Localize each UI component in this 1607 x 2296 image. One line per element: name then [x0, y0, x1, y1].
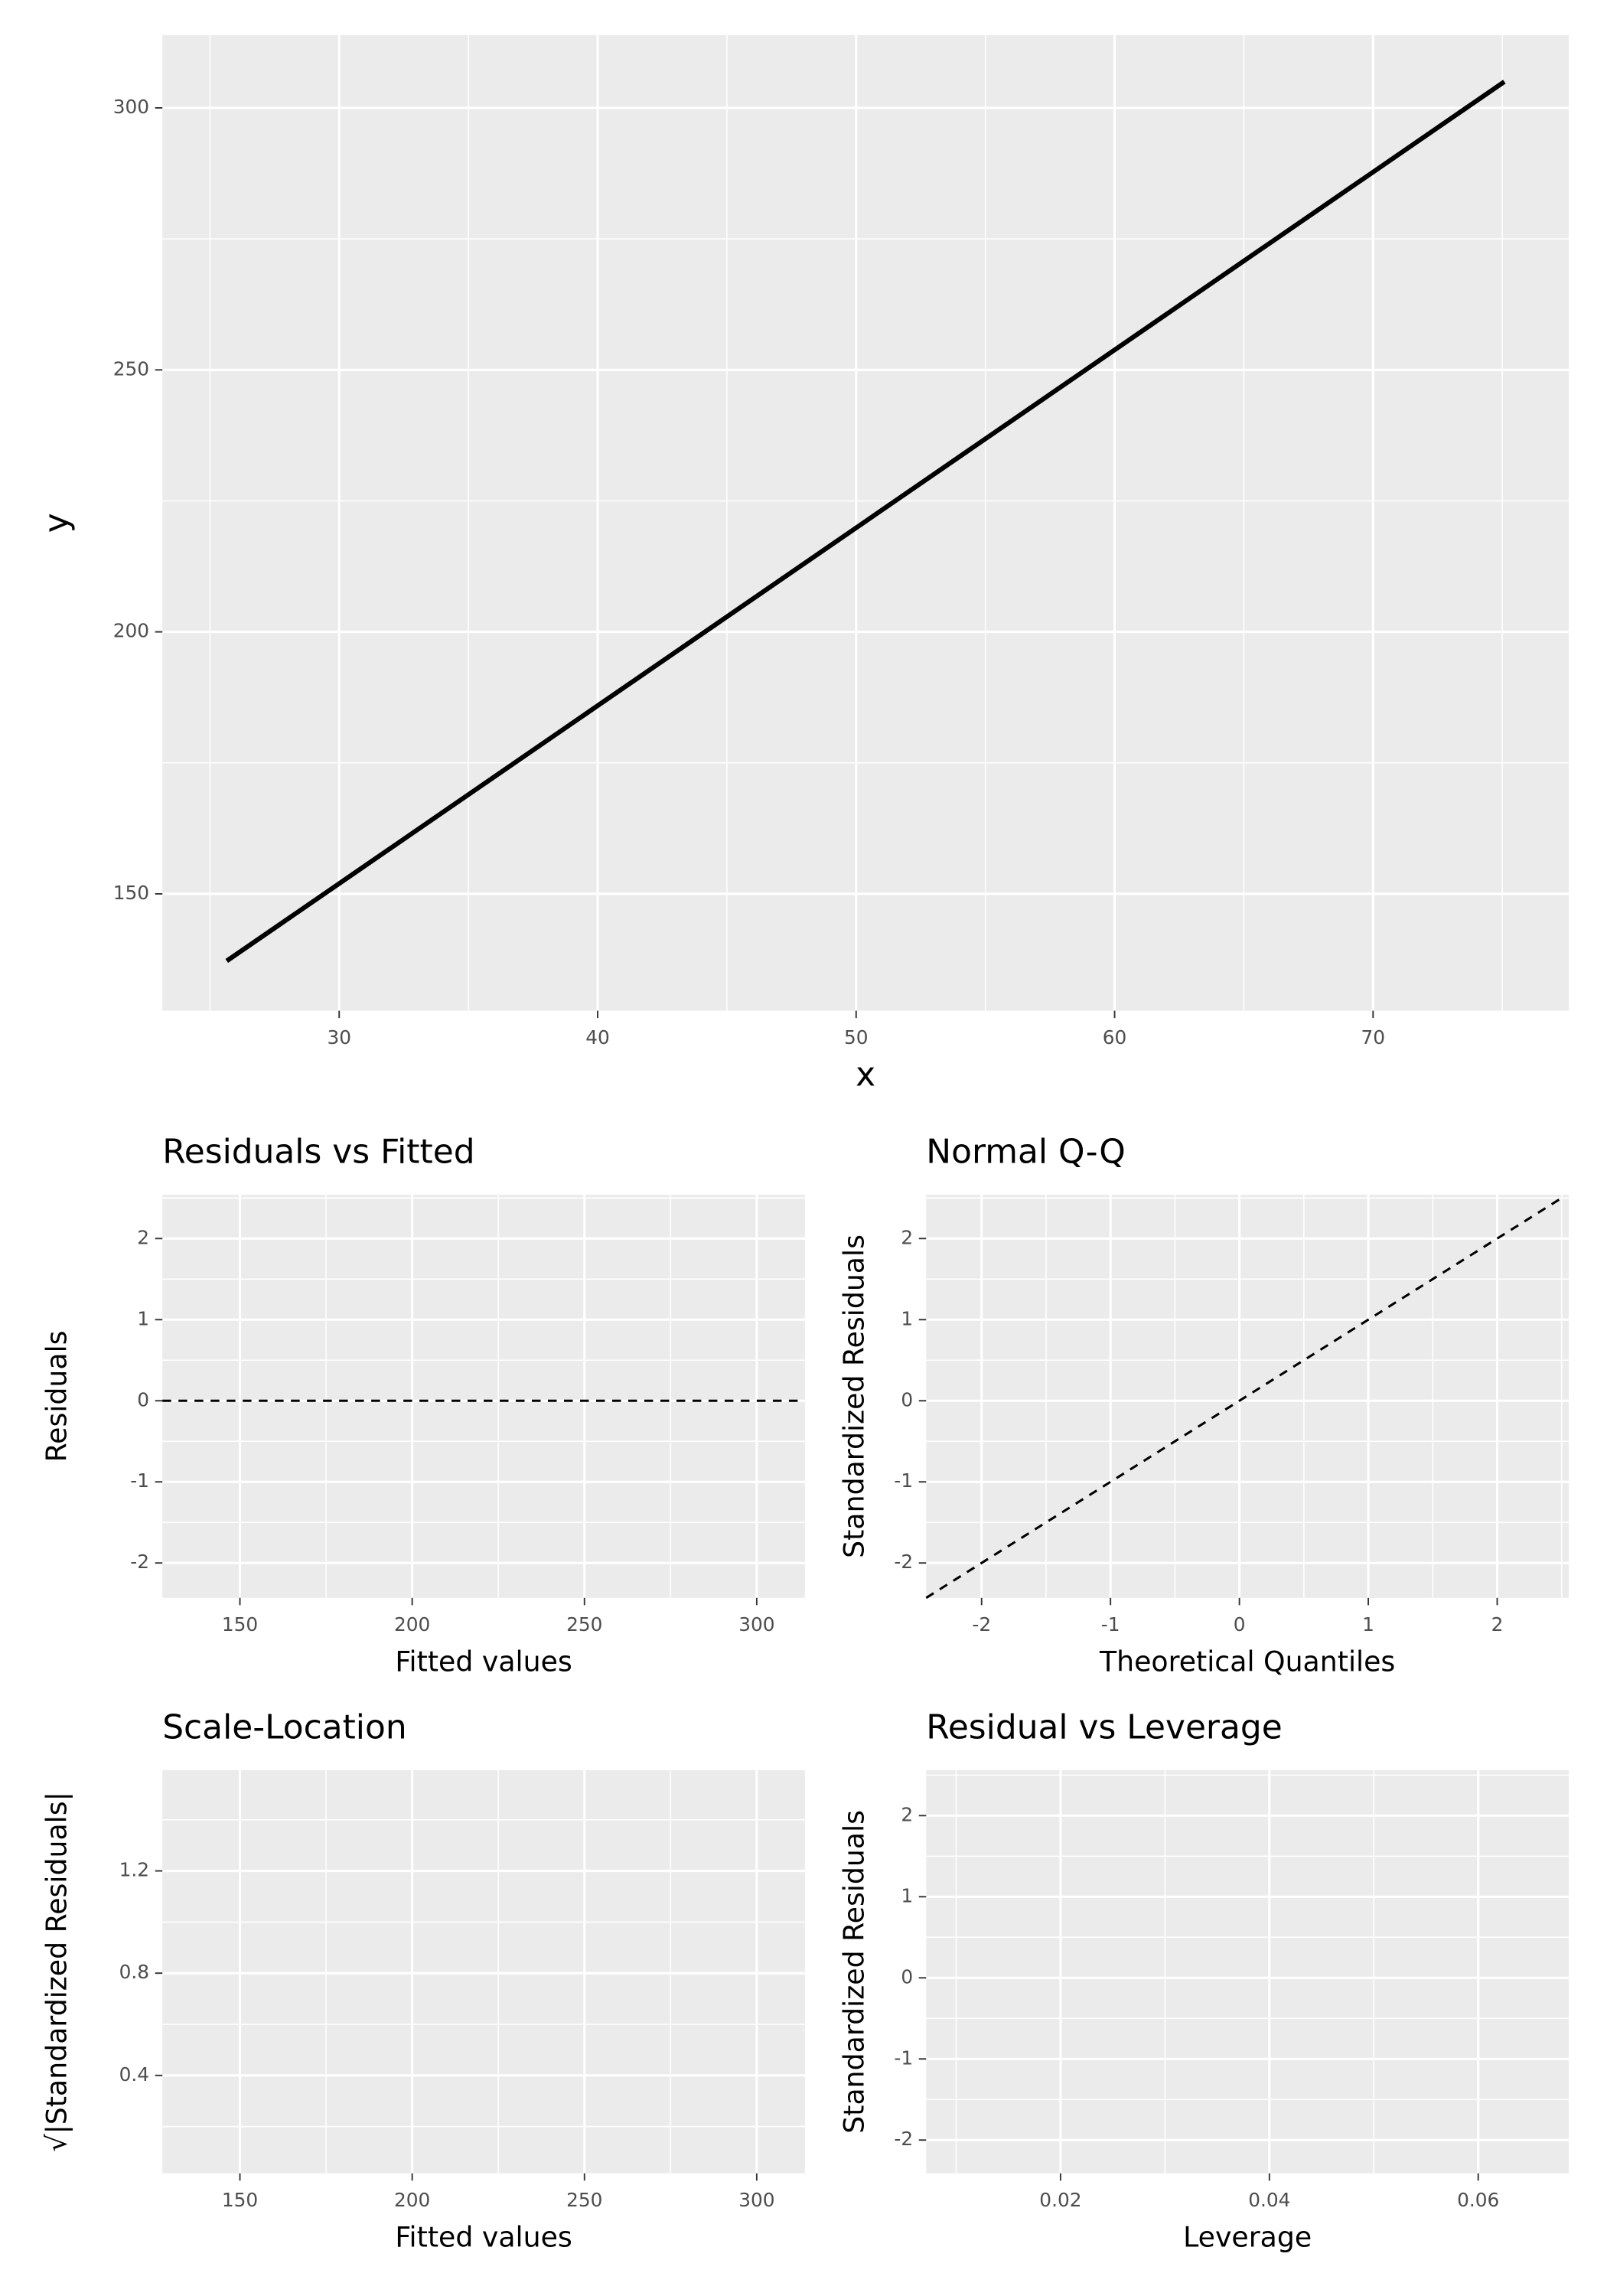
x-tick-label: -1: [1101, 1613, 1120, 1636]
y-tick-label: 0: [137, 1388, 149, 1411]
x-tick-label: 300: [738, 1613, 774, 1636]
y-axis-title: Standardized Residuals: [838, 1810, 871, 2134]
y-tick-label: 200: [113, 620, 149, 642]
x-tick-label: 250: [566, 2189, 602, 2211]
x-axis-title: Leverage: [1183, 2221, 1312, 2254]
y-tick-label: 300: [113, 96, 149, 118]
chart-title: Residual vs Leverage: [926, 1708, 1282, 1747]
x-tick-label: 300: [738, 2189, 774, 2211]
x-tick-label: 40: [585, 1026, 610, 1049]
y-tick-label: 1: [901, 1884, 913, 1906]
y-tick-label: 0.8: [119, 1961, 149, 1983]
x-tick-label: 60: [1103, 1026, 1127, 1049]
x-tick-label: -2: [972, 1613, 991, 1636]
y-tick-label: 2: [137, 1226, 149, 1248]
x-tick-label: 1: [1362, 1613, 1374, 1636]
y-tick-label: 0: [901, 1388, 913, 1411]
y-tick-label: 1: [901, 1307, 913, 1329]
y-tick-label: 250: [113, 357, 149, 380]
x-tick-label: 0.06: [1457, 2189, 1499, 2211]
x-tick-label: 2: [1491, 1613, 1504, 1636]
x-axis-title: x: [856, 1055, 875, 1094]
y-tick-label: 1.2: [119, 1859, 149, 1881]
x-axis-title: Fitted values: [395, 2221, 572, 2254]
y-tick-label: -2: [130, 1551, 149, 1573]
y-tick-label: 0: [901, 1965, 913, 1988]
chart-title: Scale-Location: [162, 1708, 406, 1747]
x-tick-label: 200: [394, 1613, 430, 1636]
x-tick-label: 50: [844, 1026, 869, 1049]
panel-background: [162, 1195, 805, 1598]
y-tick-label: -2: [894, 1551, 913, 1573]
x-tick-label: 0: [1234, 1613, 1246, 1636]
y-tick-label: 1: [137, 1307, 149, 1329]
y-axis-title: √|Standardized Residuals|: [41, 1792, 73, 2151]
line: [925, 1197, 1563, 1600]
x-tick-label: 200: [394, 2189, 430, 2211]
panel-background: [162, 1769, 805, 2174]
chart-title: Normal Q-Q: [926, 1133, 1125, 1172]
x-tick-label: 0.04: [1248, 2189, 1290, 2211]
y-tick-label: 150: [113, 882, 149, 904]
y-axis-title: Standardized Residuals: [838, 1234, 871, 1558]
line: [225, 80, 1506, 964]
x-tick-label: 150: [222, 1613, 258, 1636]
y-axis-title: y: [37, 513, 77, 533]
chart-title: Residuals vs Fitted: [162, 1133, 474, 1172]
y-tick-label: -1: [894, 2047, 913, 2069]
panel-background: [926, 1769, 1569, 2174]
y-axis-title: Residuals: [41, 1330, 73, 1462]
x-tick-label: 30: [327, 1026, 351, 1049]
y-tick-label: -1: [894, 1469, 913, 1492]
x-axis-title: Theoretical Quantiles: [1099, 1645, 1395, 1678]
y-tick-label: 2: [901, 1803, 913, 1825]
y-tick-label: 2: [901, 1226, 913, 1248]
x-axis-title: Fitted values: [395, 1645, 572, 1678]
y-tick-label: 0.4: [119, 2063, 149, 2086]
x-tick-label: 70: [1361, 1026, 1386, 1049]
y-tick-label: -1: [130, 1469, 149, 1492]
x-tick-label: 0.02: [1039, 2189, 1081, 2211]
x-tick-label: 250: [566, 1613, 602, 1636]
y-tick-label: -2: [894, 2128, 913, 2150]
x-tick-label: 150: [222, 2189, 258, 2211]
